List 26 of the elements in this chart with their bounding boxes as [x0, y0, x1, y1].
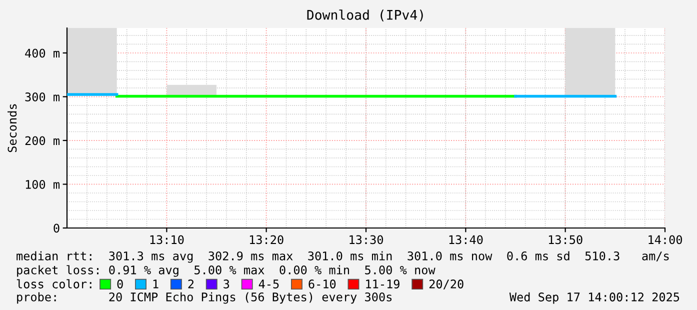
legend-label: 11-19 [366, 280, 400, 288]
legend-label: 20/20 [429, 280, 464, 290]
legend-title: loss color: [16, 279, 92, 288]
legend-label: 4-5 [258, 280, 279, 288]
x-tick-label: 14:00 [648, 235, 682, 244]
legend-label: 6-10 [308, 280, 336, 288]
x-tick-label: 13:20 [250, 235, 284, 244]
x-tick-label: 13:10 [150, 235, 184, 244]
x-tick-label: 13:50 [548, 235, 582, 244]
legend-label: 1 [153, 280, 158, 288]
y-tick-label: 0 [54, 224, 60, 233]
chart-title: Download (IPv4) [307, 10, 423, 22]
x-tick-label: 13:40 [449, 235, 483, 244]
text: probe: 20 ICMP Echo Pings (56 Bytes) every 300s [17, 292, 392, 304]
legend-label: 2 [188, 280, 194, 288]
y-tick-label: 400 m [25, 48, 60, 58]
text: Wed Sep 17 14:00:12 2025 [509, 292, 680, 304]
y-tick-label: 200 m [25, 136, 60, 146]
x-tick-label: 13:30 [350, 235, 384, 244]
y-axis-title: Seconds [8, 104, 17, 152]
text: packet loss: 0.91 % avg 5.00 % max 0.00 % min 5.00 % now [17, 265, 436, 277]
legend-label: 3 [224, 280, 230, 288]
y-tick-label: 100 m [26, 180, 60, 189]
y-tick-label: 300 m [25, 92, 60, 102]
legend-label: 0 [117, 280, 123, 288]
text: median rtt: 301.3 ms avg 302.9 ms max 301.0 ms min 301.0 ms now 0.6 ms sd 510.3 am/s [16, 251, 669, 263]
